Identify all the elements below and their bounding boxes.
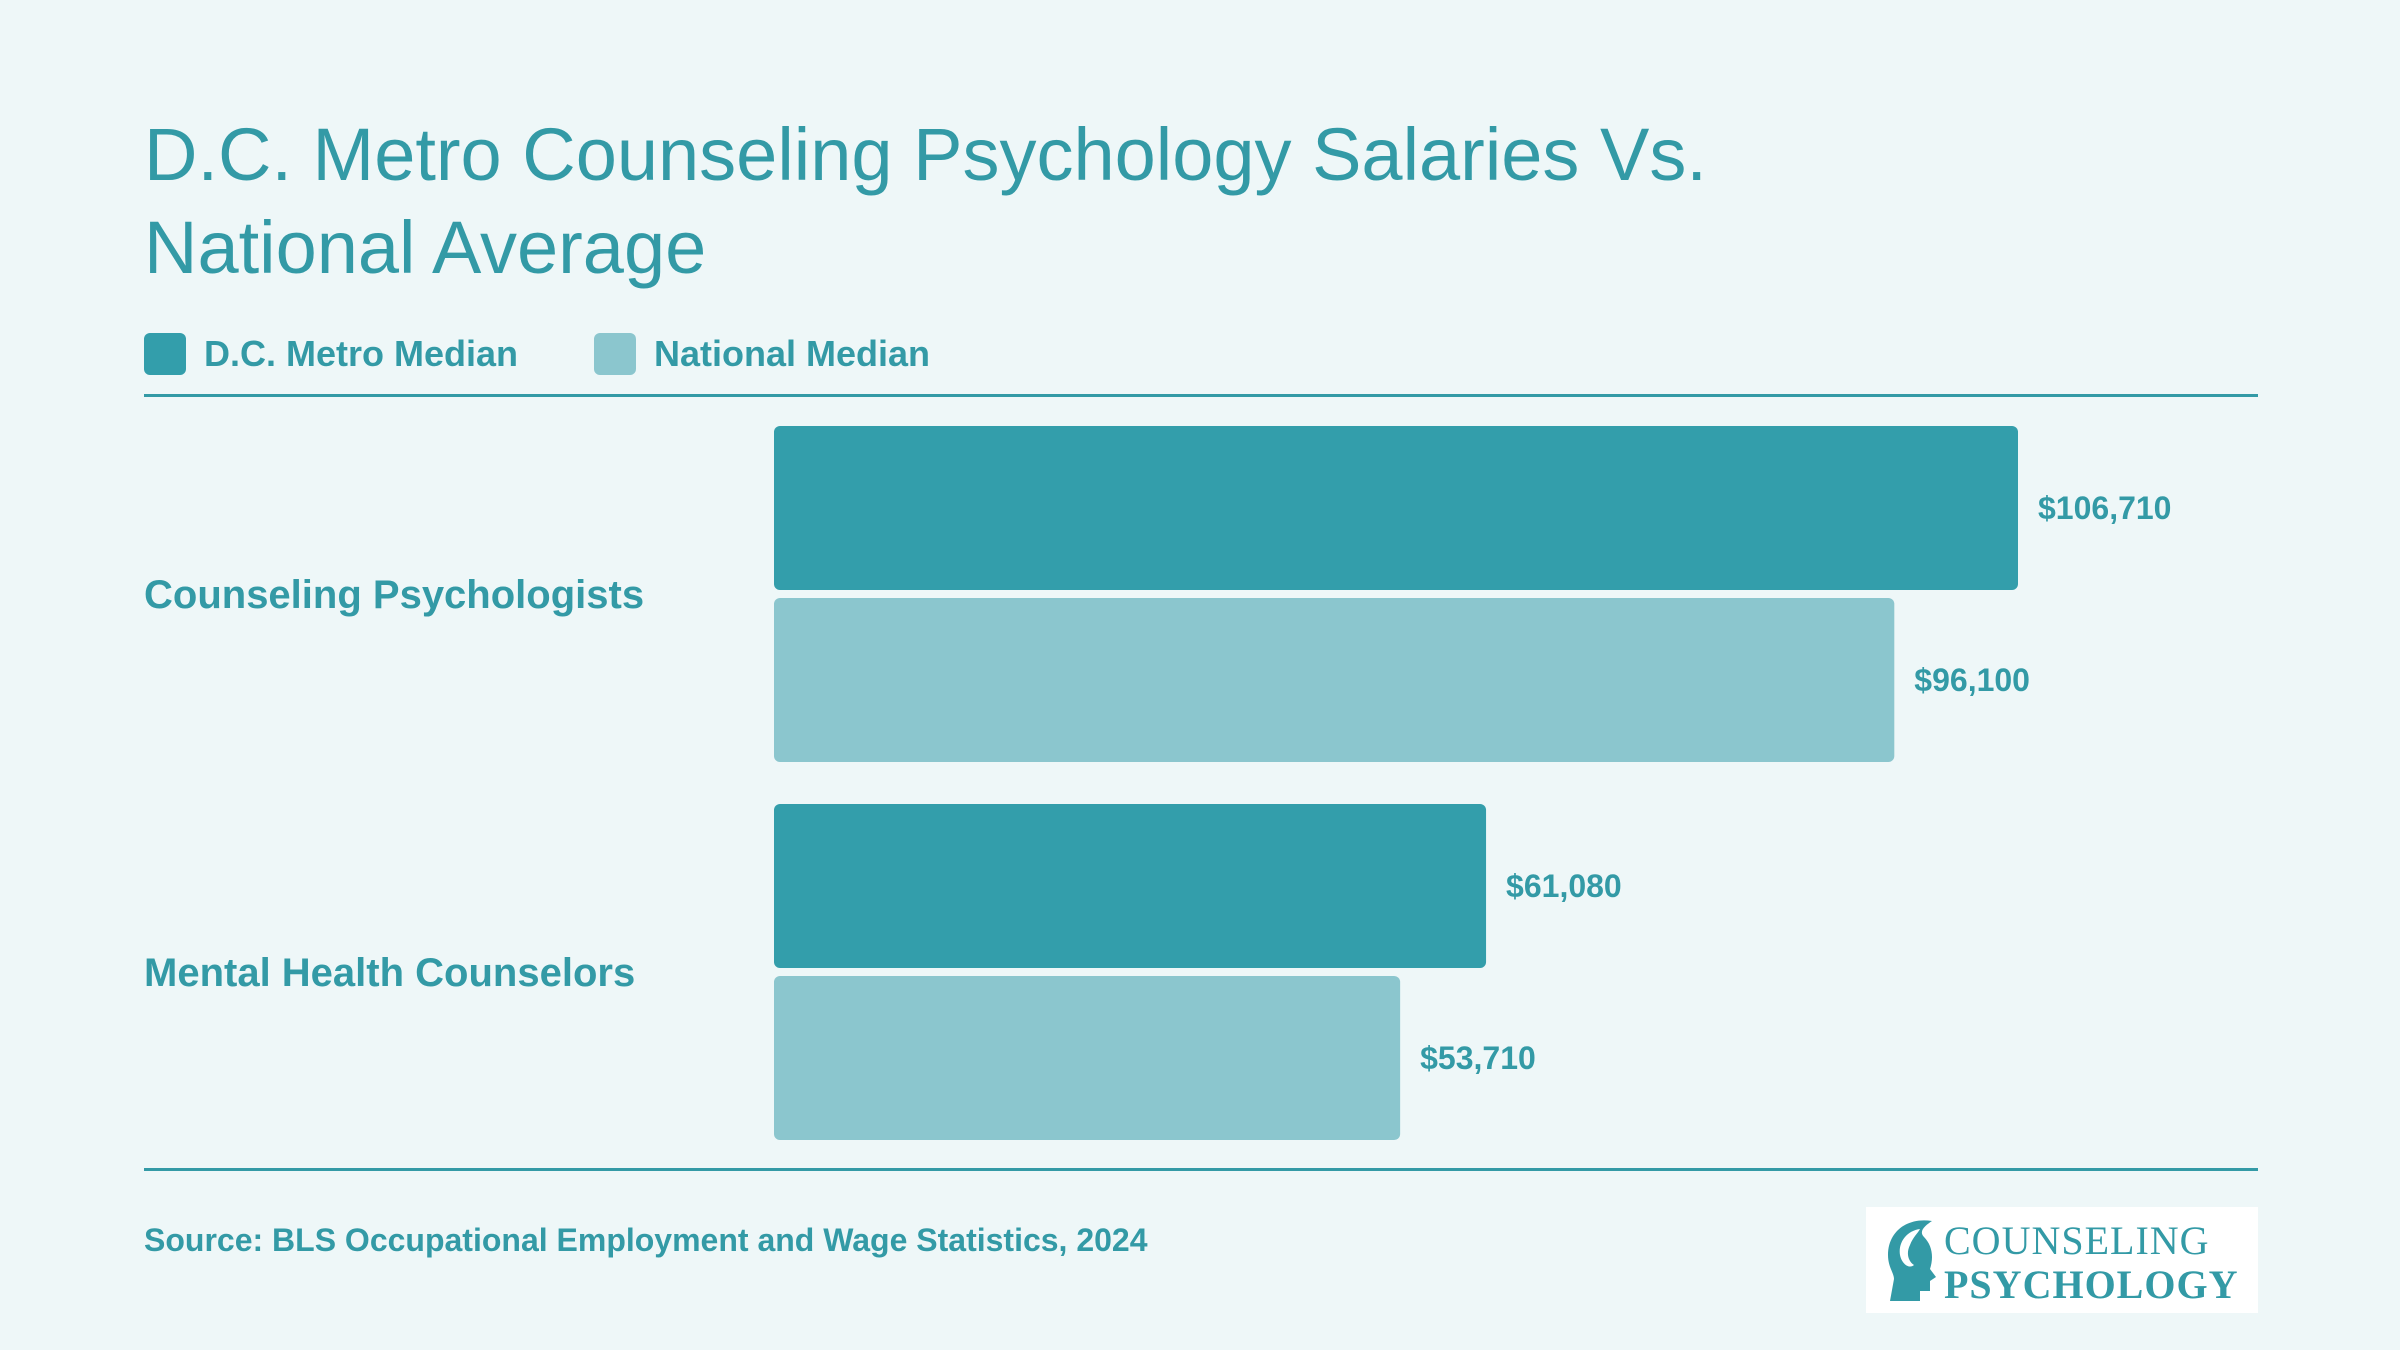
value-label-mental-health-counselors-national: $53,710 <box>1420 1040 1536 1076</box>
counseling-psychology-logo: COUNSELING PSYCHOLOGY <box>1866 1207 2258 1313</box>
value-label-counseling-psychologists-dc-metro: $106,710 <box>2038 490 2171 526</box>
legend-swatch-national <box>594 333 637 375</box>
legend-item-dc-metro: D.C. Metro Median <box>144 333 518 375</box>
bar-mental-health-counselors-national <box>774 976 1401 1140</box>
chart-title-line-1: D.C. Metro Counseling Psychology Salarie… <box>144 113 1707 196</box>
logo-text-line-2: PSYCHOLOGY <box>1944 1262 2239 1307</box>
bottom-divider <box>144 1168 2258 1171</box>
chart-title-line-2: National Average <box>144 206 707 289</box>
value-label-mental-health-counselors-dc-metro: $61,080 <box>1506 868 1622 904</box>
chart-legend: D.C. Metro Median National Median <box>144 330 1006 378</box>
bar-counseling-psychologists-dc-metro <box>774 426 2018 590</box>
value-label-counseling-psychologists-national: $96,100 <box>1914 662 2030 698</box>
logo-text-line-1: COUNSELING <box>1944 1218 2210 1263</box>
bar-counseling-psychologists-national <box>774 598 1895 762</box>
bar-mental-health-counselors-dc-metro <box>774 804 1487 968</box>
legend-item-national: National Median <box>594 333 930 375</box>
category-label-counseling-psychologists: Counseling Psychologists <box>144 573 644 617</box>
head-profile-icon <box>1888 1220 1936 1301</box>
top-divider <box>144 394 2258 397</box>
legend-label-dc-metro: D.C. Metro Median <box>204 333 519 374</box>
chart-title: D.C. Metro Counseling Psychology Salarie… <box>144 108 1944 294</box>
category-label-mental-health-counselors: Mental Health Counselors <box>144 951 635 995</box>
legend-label-national: National Median <box>654 333 931 374</box>
legend-swatch-dc-metro <box>144 333 186 375</box>
source-note: Source: BLS Occupational Employment and … <box>144 1222 1148 1258</box>
